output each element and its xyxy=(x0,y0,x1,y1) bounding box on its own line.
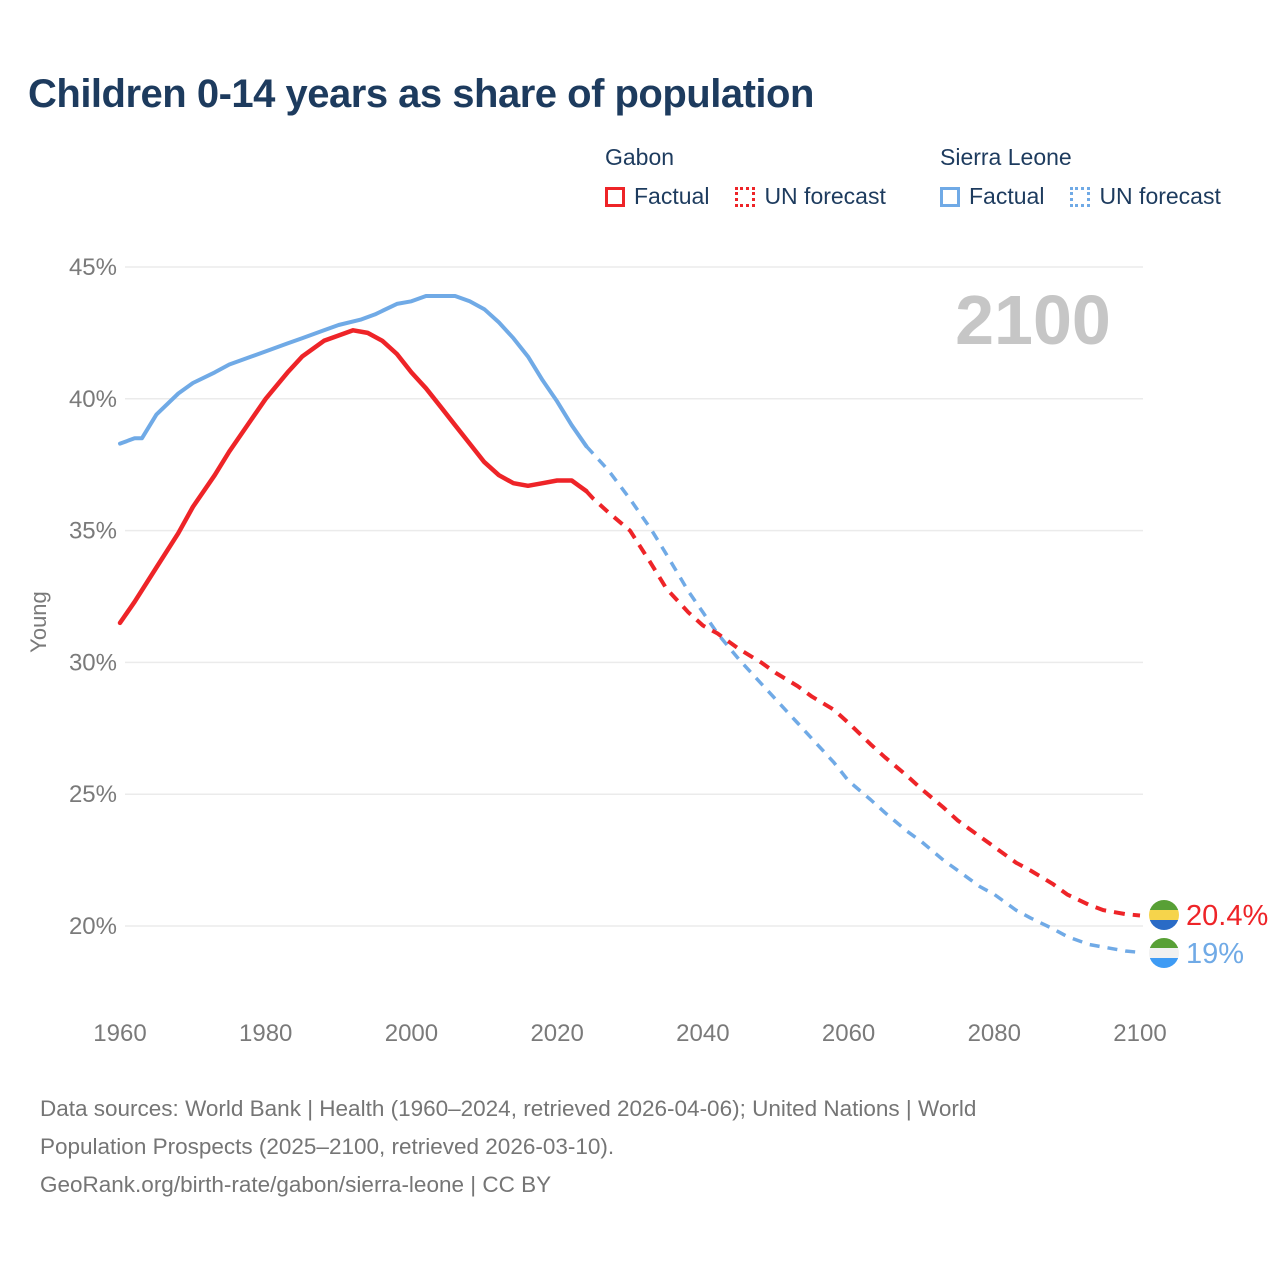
gabon-flag-yellow-stripe xyxy=(1149,910,1179,920)
x-tick-1960: 1960 xyxy=(93,1020,146,1047)
footer-sources-line-1: Data sources: World Bank | Health (1960–… xyxy=(40,1096,977,1121)
sierra-leone-flag-blue-stripe xyxy=(1149,958,1179,968)
watermark-year: 2100 xyxy=(955,281,1111,359)
legend-gabon: Gabon Factual UN forecast xyxy=(605,144,886,210)
y-tick-45: 45% xyxy=(69,254,117,281)
x-tick-2080: 2080 xyxy=(968,1020,1021,1047)
y-tick-25: 25% xyxy=(69,781,117,808)
page-title: Children 0-14 years as share of populati… xyxy=(28,72,814,116)
sierra-leone-end-value: 19% xyxy=(1186,938,1244,970)
x-axis-tick-labels: 1960 1980 2000 2020 2040 2060 2080 2100 xyxy=(93,1020,1166,1047)
gabon-factual-swatch-icon[interactable] xyxy=(605,186,625,207)
gabon-flag-green-stripe xyxy=(1149,900,1179,910)
footer-attribution-link[interactable]: GeoRank.org/birth-rate/gabon/sierra-leon… xyxy=(40,1172,552,1197)
x-tick-2040: 2040 xyxy=(676,1020,729,1047)
legend-gabon-name: Gabon xyxy=(605,144,675,170)
footer: Data sources: World Bank | Health (1960–… xyxy=(40,1090,1180,1204)
y-tick-35: 35% xyxy=(69,518,117,545)
gabon-forecast-swatch-icon[interactable] xyxy=(735,186,756,207)
sierra-leone-flag-white-stripe xyxy=(1149,948,1179,958)
series-lines xyxy=(117,294,1141,955)
series-gabon-forecast-line xyxy=(584,489,1141,918)
gabon-end-value: 20.4% xyxy=(1186,900,1268,932)
x-tick-2000: 2000 xyxy=(385,1020,438,1047)
gabon-flag-blue-stripe xyxy=(1149,920,1179,930)
y-tick-40: 40% xyxy=(69,386,117,413)
y-axis-tick-labels: 20% 25% 30% 35% 40% 45% xyxy=(69,254,117,940)
legend-sierra-leone-name: Sierra Leone xyxy=(940,144,1072,170)
x-tick-2020: 2020 xyxy=(530,1020,583,1047)
x-tick-2100: 2100 xyxy=(1113,1020,1166,1047)
sierra-leone-flag-green-stripe xyxy=(1149,938,1179,948)
series-sierra-leone-forecast-line xyxy=(585,445,1141,955)
sierra-leone-forecast-swatch-icon[interactable] xyxy=(1070,186,1091,207)
x-tick-1980: 1980 xyxy=(239,1020,292,1047)
y-tick-20: 20% xyxy=(69,913,117,940)
series-sierra-leone-factual-line xyxy=(118,294,589,449)
gabon-flag-icon xyxy=(1149,900,1179,930)
sierra-leone-flag-icon xyxy=(1149,938,1179,968)
sierra-leone-factual-label[interactable]: Factual xyxy=(969,183,1045,209)
gridlines xyxy=(125,266,1143,927)
sierra-leone-factual-swatch-icon[interactable] xyxy=(940,186,960,207)
footer-sources-line-2: Population Prospects (2025–2100, retriev… xyxy=(40,1134,615,1159)
series-gabon-factual-line xyxy=(117,328,589,626)
x-tick-2060: 2060 xyxy=(822,1020,875,1047)
gabon-forecast-label[interactable]: UN forecast xyxy=(764,183,886,209)
legend-sierra-leone: Sierra Leone Factual UN forecast xyxy=(940,144,1221,210)
gabon-factual-label[interactable]: Factual xyxy=(634,183,710,209)
y-tick-30: 30% xyxy=(69,649,117,676)
y-axis-title: Young xyxy=(26,591,51,653)
sierra-leone-forecast-label[interactable]: UN forecast xyxy=(1099,183,1221,209)
